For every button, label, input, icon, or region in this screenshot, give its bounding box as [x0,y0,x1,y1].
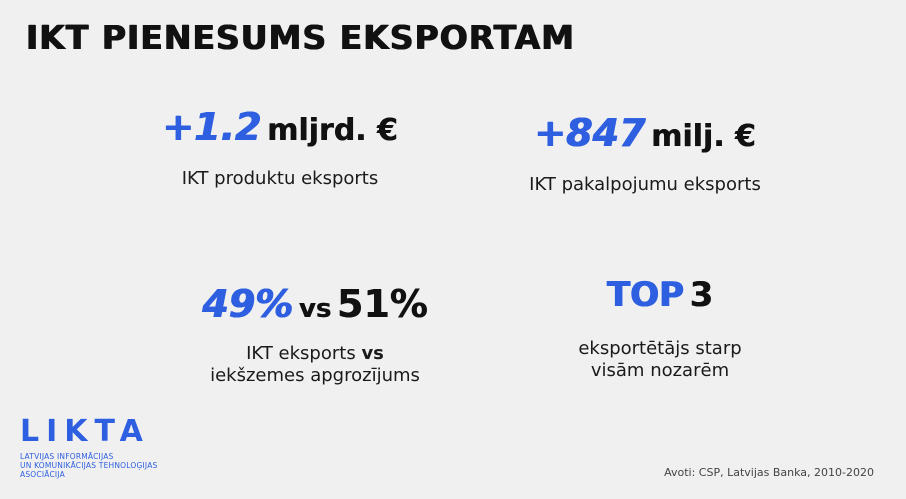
stat-unit: milj. € [650,119,756,154]
stat-export-vs-domestic: 49% vs 51% IKT eksports vs iekšzemes apg… [160,285,470,387]
logo-subtitle-line: LATVIJAS INFORMĀCIJAS [20,452,114,461]
logo-subtitle-line: UN KOMUNIKĀCIJAS TEHNOLOĢIJAS [20,461,158,470]
stat-vs: vs [298,294,332,324]
stat-description-line2: iekšzemes apgrozījums [210,365,420,386]
stat-top-rank: TOP 3 eksportētājs starp visām nozarēm [520,278,800,382]
likta-logo: LIKTA LATVIJAS INFORMĀCIJAS UN KOMUNIKĀC… [20,414,157,480]
page-title: IKT PIENESUMS EKSPORTAM [26,18,576,57]
stat-value: +847 [534,111,646,155]
source-note: Avoti: CSP, Latvijas Banka, 2010-2020 [664,466,874,479]
stat-description-line2: visām nozarēm [590,360,730,381]
stat-description-line1-a: IKT eksports [246,343,356,364]
logo-wordmark: LIKTA [20,414,150,449]
stat-description: IKT eksports vs iekšzemes apgrozījums [160,343,470,387]
stat-description-line1: eksportētājs starp [578,338,742,359]
stat-services-export: +847 milj. € IKT pakalpojumu eksports [495,114,795,196]
stat-rank: 3 [689,275,714,315]
stat-description: eksportētājs starp visām nozarēm [520,338,800,382]
stat-value-b: 51% [336,282,428,326]
logo-subtitle-line: ASOCIĀCIJA [20,470,65,479]
stat-value: +1.2 [162,105,262,149]
stat-value-a: 49% [202,282,294,326]
stat-description: IKT produktu eksports [181,168,379,189]
stat-value-row: 49% vs 51% [160,285,470,323]
stat-value: TOP [606,275,684,315]
logo-subtitle: LATVIJAS INFORMĀCIJAS UN KOMUNIKĀCIJAS T… [20,452,157,479]
stat-description-line1-b: vs [361,343,384,364]
stat-value-row: TOP 3 [520,278,800,312]
stat-description: IKT pakalpojumu eksports [529,174,761,195]
stat-product-export: +1.2 mljrd. € IKT produktu eksports [130,108,430,190]
stat-value-row: +1.2 mljrd. € [130,108,430,146]
stat-value-row: +847 milj. € [495,114,795,152]
stat-unit: mljrd. € [266,113,398,148]
